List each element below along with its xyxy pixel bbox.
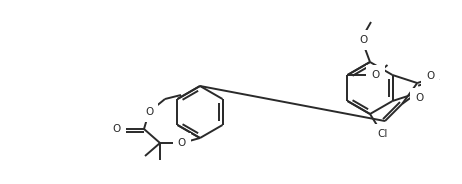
Text: O: O (359, 35, 367, 45)
Text: Cl: Cl (378, 129, 388, 139)
Text: O: O (371, 70, 380, 80)
Text: O: O (145, 107, 153, 117)
Text: O: O (415, 93, 423, 103)
Text: O: O (178, 138, 186, 148)
Text: O: O (426, 71, 434, 81)
Text: O: O (113, 124, 121, 134)
